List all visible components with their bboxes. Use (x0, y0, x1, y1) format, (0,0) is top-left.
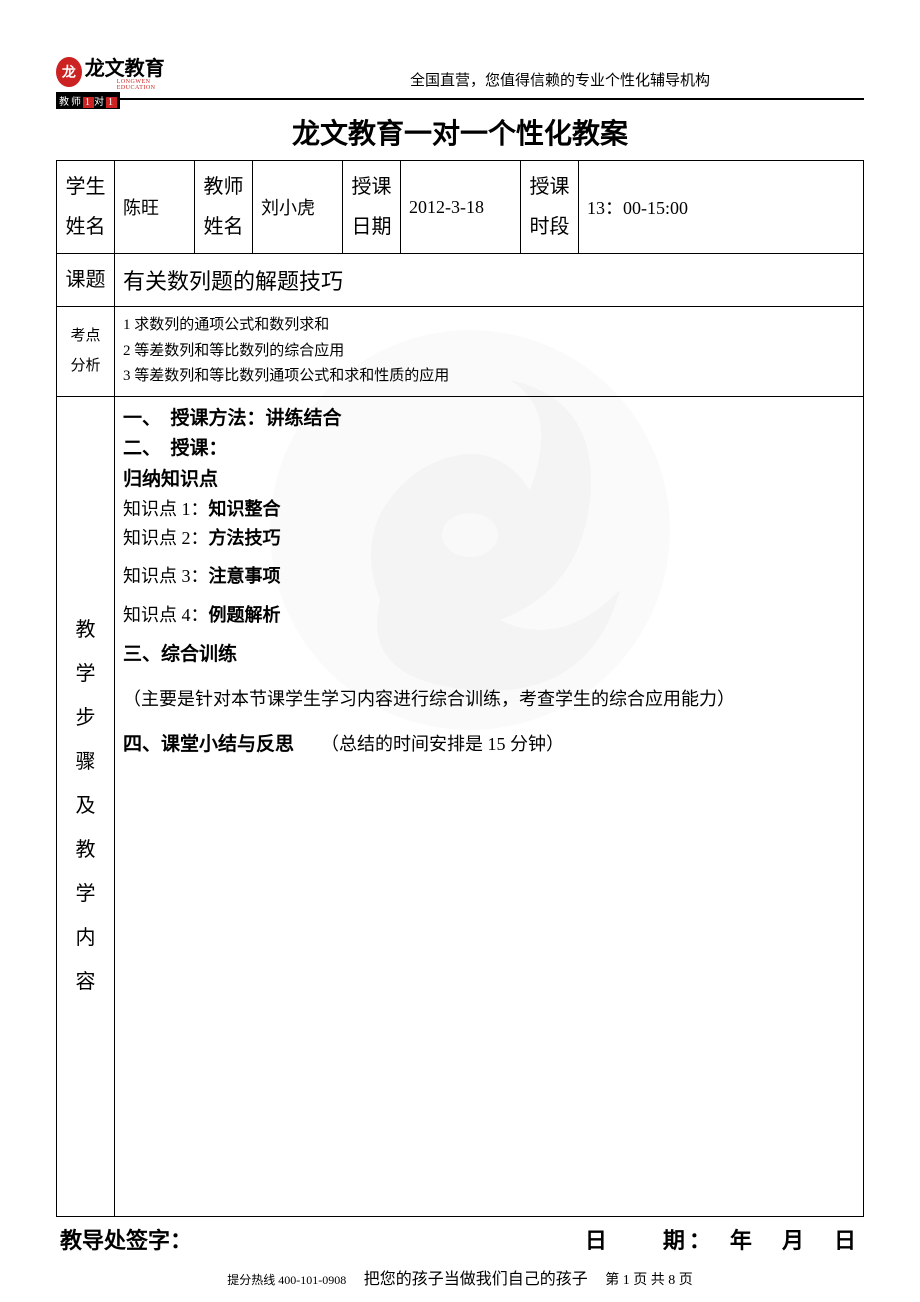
teacher-name-label: 教师姓名 (195, 161, 253, 254)
student-name-label: 学生姓名 (57, 161, 115, 254)
signature-date: 日 期： 年 月 日 (585, 1223, 860, 1255)
date-value: 2012-3-18 (401, 161, 521, 254)
topic-label: 课题 (57, 254, 115, 307)
student-name-value: 陈旺 (115, 161, 195, 254)
time-value: 13：00-15:00 (579, 161, 864, 254)
header-tagline: 全国直营，您值得信赖的专业个性化辅导机构 (176, 69, 864, 96)
analysis-label: 考点分析 (57, 307, 115, 397)
steps-content: 一、 授课方法：讲练结合 二、 授课： 归纳知识点 知识点 1：知识整合 知识点… (115, 396, 864, 1216)
footer-hotline: 提分热线 400-101-0908 (227, 1273, 346, 1287)
footer-page-info: 第 1 页 共 8 页 (605, 1273, 693, 1288)
signature-left: 教导处签字： (60, 1223, 192, 1255)
time-label: 授课时段 (521, 161, 579, 254)
footer-slogan: 把您的孩子当做我们自己的孩子 (364, 1271, 588, 1288)
date-label: 授课日期 (343, 161, 401, 254)
teacher-name-value: 刘小虎 (253, 161, 343, 254)
steps-label: 教 学 步 骤 及 教 学 内 容 (57, 396, 115, 1216)
page-title: 龙文教育一对一个性化教案 (56, 112, 864, 152)
logo-bottom: 教师1对1 (56, 92, 120, 109)
logo-text: 龙文教育 (85, 52, 176, 81)
signature-row: 教导处签字： 日 期： 年 月 日 (56, 1223, 864, 1255)
topic-value: 有关数列题的解题技巧 (115, 254, 864, 307)
logo-sub-en: LONGWEN EDUCATION (117, 79, 176, 91)
lesson-plan-table: 学生姓名 陈旺 教师姓名 刘小虎 授课日期 2012-3-18 授课时段 13：… (56, 160, 864, 1217)
footer: 提分热线 400-101-0908 把您的孩子当做我们自己的孩子 第 1 页 共… (56, 1265, 864, 1289)
logo: 龙 龙文教育 LONGWEN EDUCATION 教师1对1 (56, 52, 176, 96)
logo-icon: 龙 (56, 57, 82, 87)
analysis-content: 1 求数列的通项公式和数列求和 2 等差数列和等比数列的综合应用 3 等差数列和… (115, 307, 864, 397)
header: 龙 龙文教育 LONGWEN EDUCATION 教师1对1 全国直营，您值得信… (56, 52, 864, 100)
